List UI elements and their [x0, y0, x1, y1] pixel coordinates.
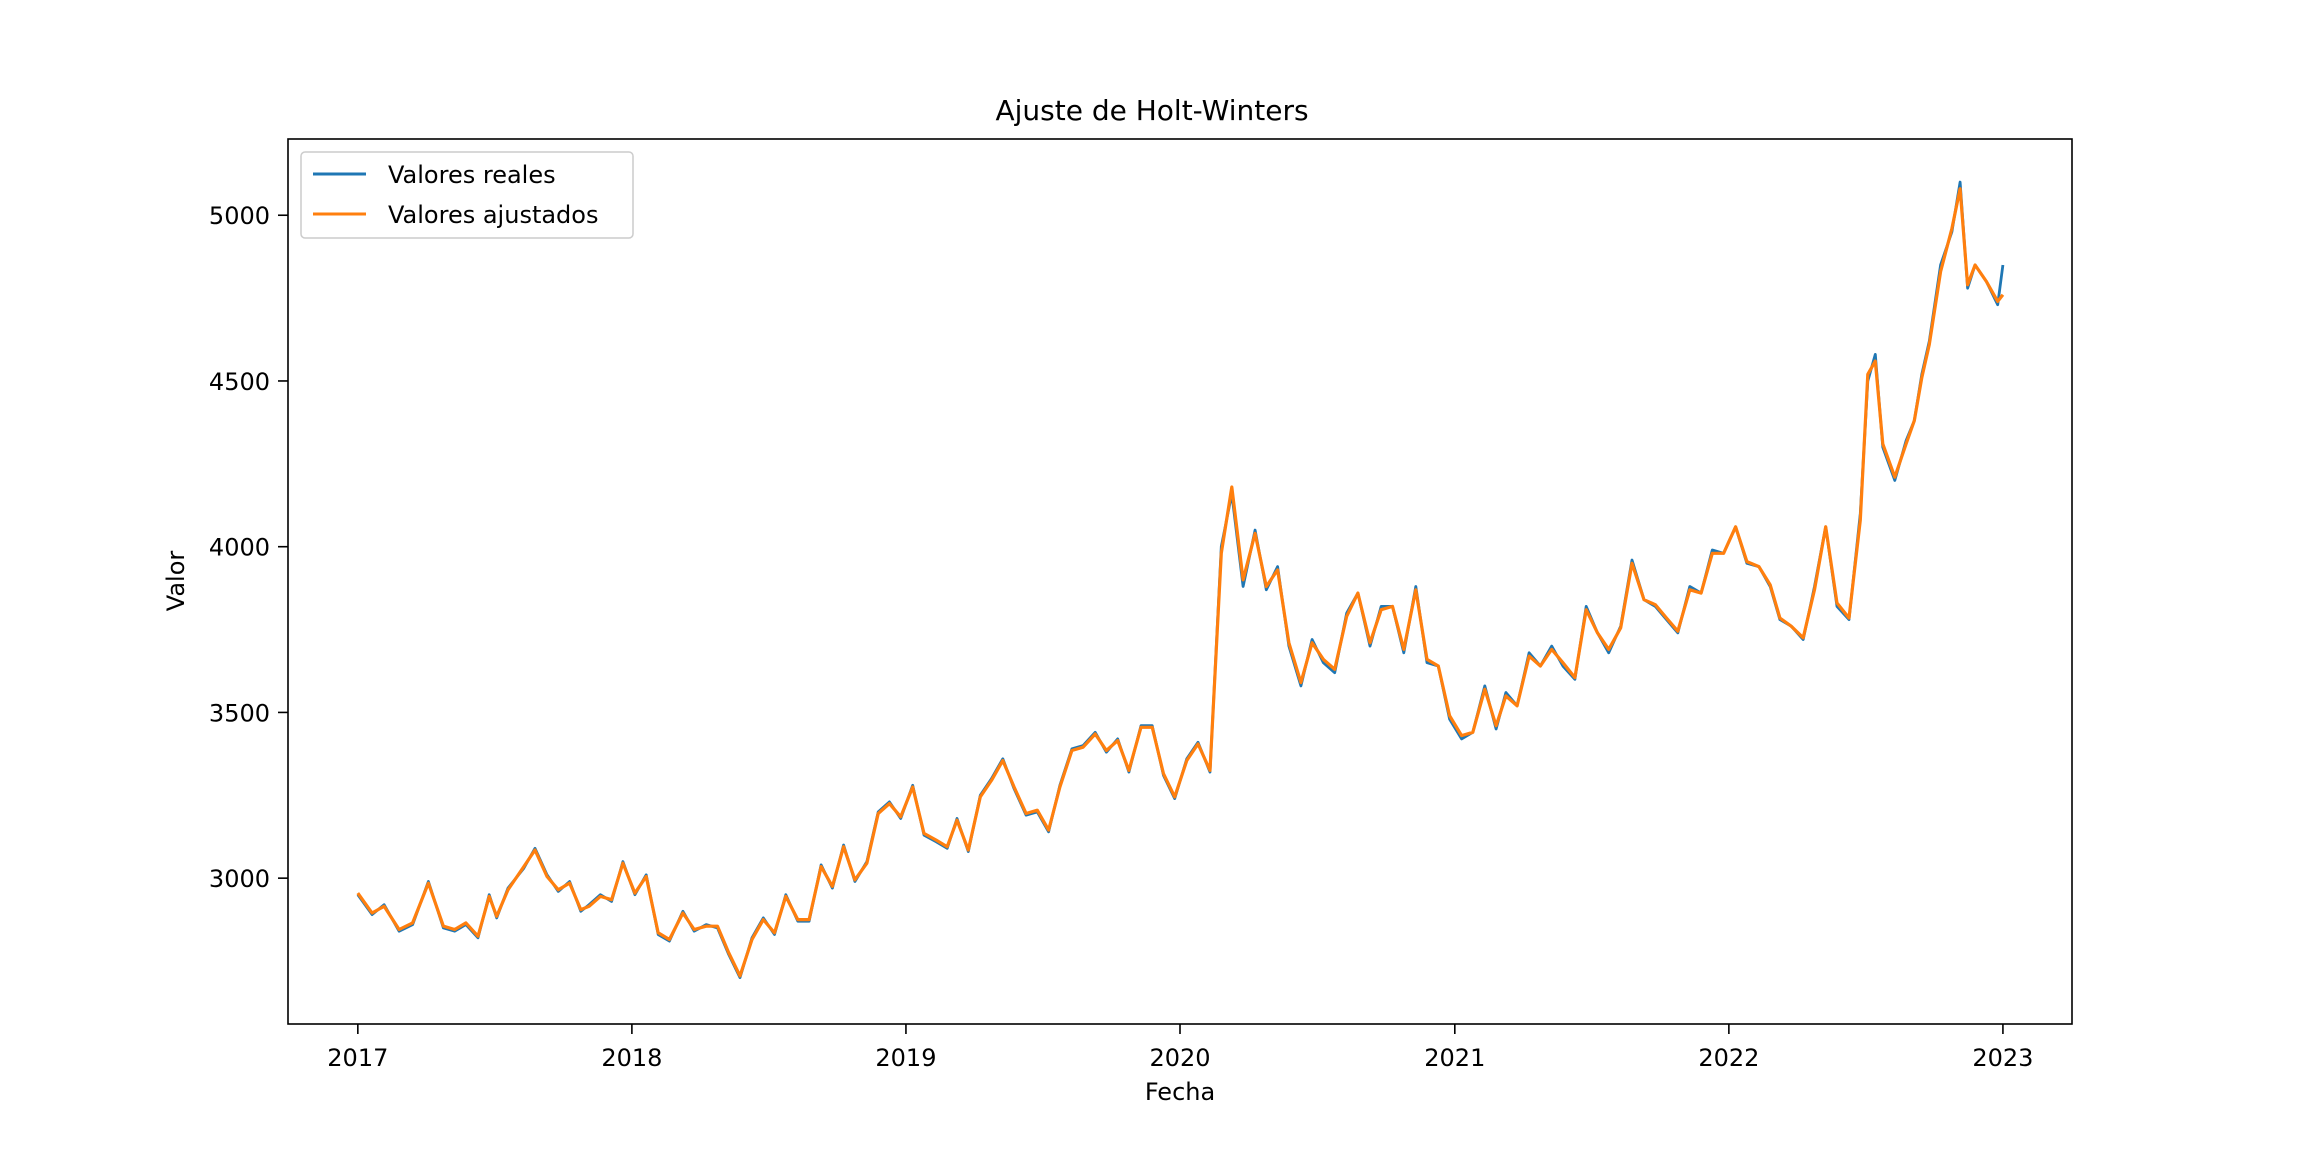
y-axis-label: Valor — [162, 551, 190, 612]
y-axis: 3000 3500 4000 4500 5000 — [209, 202, 288, 893]
legend-label-valores-ajustados: Valores ajustados — [388, 201, 598, 229]
legend-box — [300, 151, 634, 239]
x-axis-label: Fecha — [1145, 1078, 1215, 1106]
x-axis: 2017 2018 2019 2020 2021 2022 2023 — [327, 1024, 2033, 1072]
series-line-valores-ajustados — [356, 187, 2005, 978]
chart-title: Ajuste de Holt-Winters — [995, 94, 1308, 127]
y-tick-label: 4000 — [209, 534, 270, 562]
y-tick-label: 3000 — [209, 865, 270, 893]
x-tick-label: 2018 — [601, 1044, 662, 1072]
y-tick-label: 3500 — [209, 699, 270, 727]
x-tick-label: 2019 — [875, 1044, 936, 1072]
y-tick-label: 5000 — [209, 202, 270, 230]
x-tick-label: 2020 — [1149, 1044, 1210, 1072]
legend-label-valores-reales: Valores reales — [388, 161, 556, 189]
x-tick-label: 2022 — [1698, 1044, 1759, 1072]
x-tick-label: 2021 — [1424, 1044, 1485, 1072]
y-tick-label: 4500 — [209, 368, 270, 396]
x-tick-label: 2017 — [327, 1044, 388, 1072]
legend: Valores reales Valores ajustados — [300, 151, 634, 239]
plot-lines — [356, 180, 2005, 979]
x-tick-label: 2023 — [1972, 1044, 2033, 1072]
